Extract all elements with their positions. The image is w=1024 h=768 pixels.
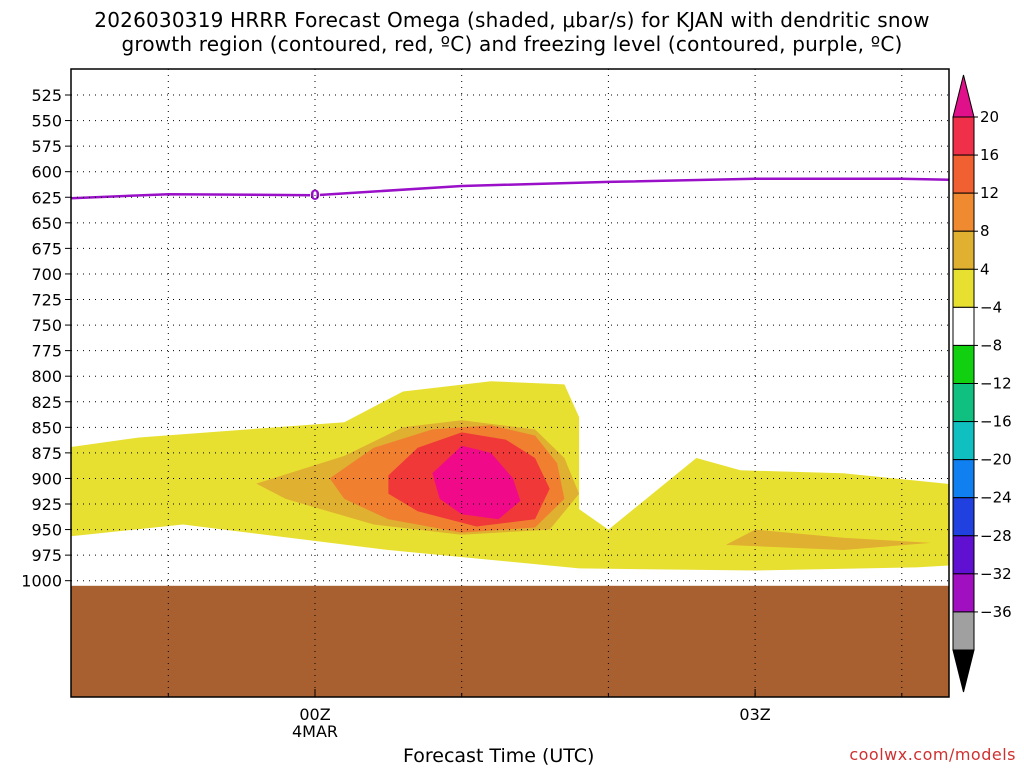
colorbar-segment <box>952 383 975 423</box>
axes: 525 550 575 600 625 650 675 700 725 750 775 800 825 8… <box>21 68 950 741</box>
colorbar-label: −4 <box>980 298 1002 316</box>
colorbar-top-arrow <box>952 74 975 118</box>
y-tick-label: 775 <box>31 342 62 361</box>
plot-frame <box>70 68 950 698</box>
colorbar-bottom-arrow <box>952 649 975 693</box>
colorbar-segment <box>952 192 975 232</box>
colorbar-segment <box>952 459 975 499</box>
x-tick-label: 03Z <box>739 705 770 724</box>
y-tick-label: 575 <box>31 137 62 156</box>
colorbar-segment <box>952 116 975 156</box>
plot-area: 00 <box>71 177 949 697</box>
colorbar-label: −20 <box>980 451 1012 469</box>
x-tick-date: 4MAR <box>292 722 338 741</box>
x-tick-label: 00Z <box>299 705 330 724</box>
colorbar-segment <box>952 611 975 651</box>
y-tick-label: 825 <box>31 393 62 412</box>
colorbar-label: −24 <box>980 489 1012 507</box>
colorbar-label: −16 <box>980 413 1012 431</box>
y-tick-label: 875 <box>31 444 62 463</box>
y-tick-label: 900 <box>31 469 62 488</box>
colorbar-label: 4 <box>980 260 990 278</box>
colorbar-label: 20 <box>980 108 999 126</box>
x-axis-label: Forecast Time (UTC) <box>403 745 595 767</box>
y-tick-label: 550 <box>31 112 62 131</box>
y-tick-label: 925 <box>31 495 62 514</box>
y-tick-label: 625 <box>31 188 62 207</box>
colorbar-segment <box>952 535 975 575</box>
y-tick-label: 600 <box>31 163 62 182</box>
colorbar-label: −8 <box>980 336 1002 354</box>
gridlines <box>71 69 949 697</box>
y-tick-label: 675 <box>31 239 62 258</box>
y-tick-label: 850 <box>31 418 62 437</box>
y-tick-label: 650 <box>31 214 62 233</box>
colorbar-label: 8 <box>980 222 990 240</box>
colorbar-segment <box>952 573 975 613</box>
colorbar-label: −28 <box>980 527 1012 545</box>
chart-title: 2026030319 HRRR Forecast Omega (shaded, … <box>0 8 1024 56</box>
freezing-level-line <box>71 177 949 200</box>
y-tick-label: 950 <box>31 521 62 540</box>
y-tick-label: 750 <box>31 316 62 335</box>
y-tick-label: 1000 <box>21 572 62 591</box>
y-tick-label: 525 <box>31 86 62 105</box>
y-tick-label: 975 <box>31 546 62 565</box>
y-tick-label: 800 <box>31 367 62 386</box>
title-line-1: 2026030319 HRRR Forecast Omega (shaded, … <box>94 8 930 32</box>
omega-region-8-4 <box>725 529 932 550</box>
colorbar-label: 12 <box>980 184 999 202</box>
colorbar-label: −12 <box>980 375 1012 393</box>
y-tick-label: 725 <box>31 291 62 310</box>
colorbar-label: 16 <box>980 146 999 164</box>
colorbar: 20 16 12 8 4 −4 −8 −12 −16 −20 −24 −28 −32 −36 <box>952 74 1012 693</box>
colorbar-label: −36 <box>980 603 1012 621</box>
source-credit[interactable]: coolwx.com/models <box>849 745 1016 764</box>
colorbar-segment <box>952 268 975 308</box>
colorbar-label: −32 <box>980 565 1012 583</box>
colorbar-segment <box>952 230 975 270</box>
colorbar-segment <box>952 344 975 384</box>
colorbar-segment <box>952 154 975 194</box>
colorbar-segment <box>952 306 975 346</box>
colorbar-segment <box>952 497 975 537</box>
freezing-level-label: 0 <box>310 188 320 204</box>
y-tick-label: 700 <box>31 265 62 284</box>
ground-strip <box>71 585 949 697</box>
omega-region-20-7 <box>432 445 521 520</box>
title-line-2: growth region (contoured, red, ºC) and f… <box>121 32 903 56</box>
colorbar-segment <box>952 421 975 461</box>
